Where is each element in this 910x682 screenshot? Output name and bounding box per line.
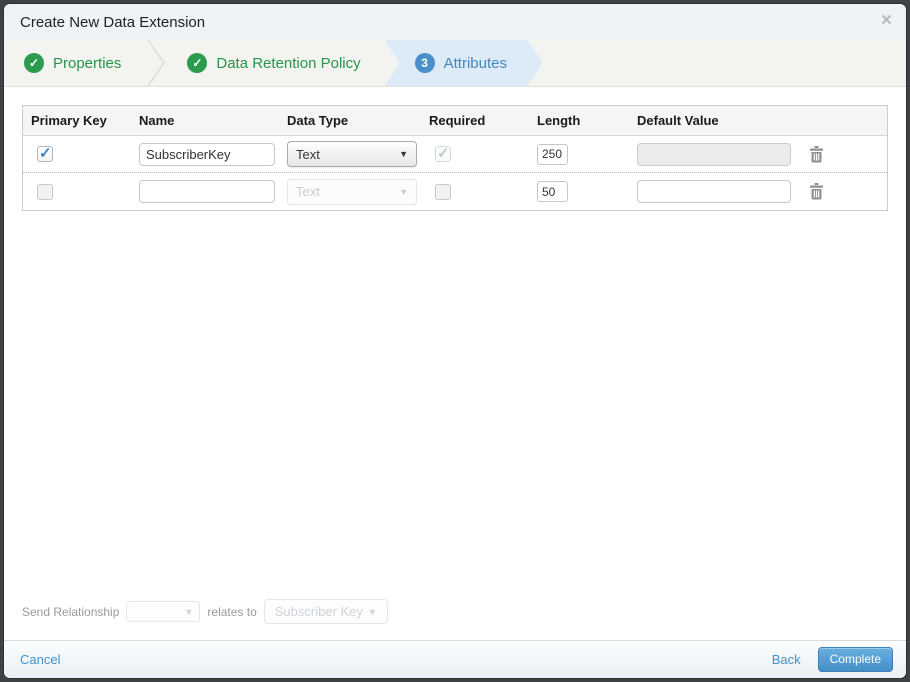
step-attributes[interactable]: 3 Attributes [385,40,543,86]
data-type-select: Text ▼ [287,178,417,205]
col-header-data-type: Data Type [287,113,349,128]
trash-icon [810,145,823,162]
complete-button[interactable]: Complete [817,647,893,672]
back-link[interactable]: Back [771,652,801,667]
step-separator-chevron-icon [145,40,167,86]
delete-row-button[interactable] [807,144,826,165]
primary-key-checkbox[interactable] [37,144,53,162]
modal-title: Create New Data Extension [20,13,206,31]
relates-to-label: relates to [207,604,257,619]
step-data-retention-label: Data Retention Policy [216,54,361,72]
attributes-panel: Primary Key Name Data Type Required Leng… [4,87,906,640]
delete-row-button[interactable] [807,181,826,202]
table-header-row: Primary Key Name Data Type Required Leng… [23,106,887,136]
data-type-selected-value: Text [296,184,320,199]
chevron-down-icon: ▼ [399,149,408,159]
primary-key-checkbox[interactable] [37,183,53,200]
chevron-down-icon: ▼ [184,606,194,617]
check-icon: ✓ [24,53,44,73]
step-properties-label: Properties [53,54,122,72]
attributes-table: Primary Key Name Data Type Required Leng… [22,105,888,211]
check-icon: ✓ [187,53,208,73]
default-value-input [637,142,791,166]
col-header-required: Required [429,113,486,128]
required-checkbox[interactable] [435,183,451,200]
close-icon[interactable]: × [880,10,892,31]
send-relationship-field-select: ▼ [126,601,201,622]
modal-footer: Cancel Back Complete [4,640,906,678]
subscriber-key-select: Subscriber Key ▼ [263,599,388,624]
attribute-name-input[interactable] [139,142,275,166]
modal-titlebar: Create New Data Extension × [4,4,906,40]
col-header-primary-key: Primary Key [31,113,107,128]
data-type-selected-value: Text [296,146,320,162]
length-input[interactable] [537,181,568,202]
step-number-badge: 3 [415,53,435,73]
data-type-select[interactable]: Text ▼ [287,141,417,167]
send-relationship-label: Send Relationship [22,604,120,619]
create-data-extension-modal: Create New Data Extension × ✓ Properties… [4,4,906,678]
step-data-retention-policy[interactable]: ✓ Data Retention Policy [167,40,384,86]
col-header-name: Name [139,113,175,128]
subscriber-key-label: Subscriber Key [274,604,363,619]
wizard-step-bar: ✓ Properties ✓ Data Retention Policy 3 A… [4,40,906,87]
col-header-default-value: Default Value [637,113,719,128]
step-attributes-label: Attributes [443,54,507,72]
default-value-input[interactable] [637,180,791,203]
cancel-link[interactable]: Cancel [20,652,61,667]
step-properties[interactable]: ✓ Properties [4,40,145,86]
table-row: Text ▼ [23,173,887,210]
required-checkbox [435,144,451,162]
length-input[interactable] [537,143,568,165]
trash-icon [810,183,823,200]
send-relationship-row: Send Relationship ▼ relates to Subscribe… [22,599,888,630]
col-header-length: Length [537,113,581,128]
chevron-down-icon: ▼ [367,606,377,617]
attribute-name-input[interactable] [139,180,275,203]
chevron-down-icon: ▼ [399,186,408,197]
table-row: Text ▼ [23,136,887,173]
